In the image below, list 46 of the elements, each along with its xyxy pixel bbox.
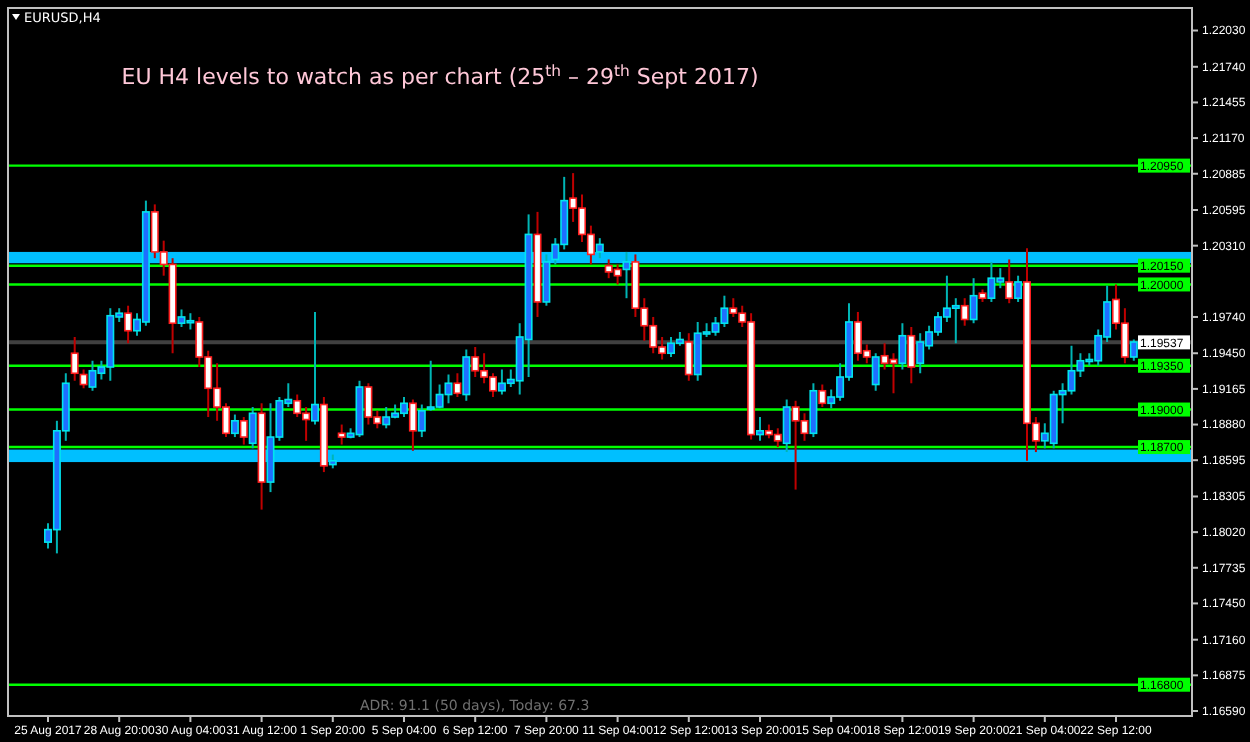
candlestick — [311, 310, 319, 426]
candlestick — [124, 304, 133, 345]
candlestick — [898, 322, 907, 371]
candlestick — [871, 352, 880, 392]
candlestick — [773, 427, 782, 449]
candlestick — [987, 260, 996, 303]
candlestick — [1120, 307, 1129, 365]
candlestick — [79, 368, 88, 390]
candlestick — [1129, 338, 1138, 362]
candlestick — [364, 382, 373, 426]
candlestick — [230, 413, 239, 439]
candlestick — [462, 348, 471, 402]
candlestick — [382, 406, 391, 430]
candlestick — [756, 416, 764, 442]
candlestick — [471, 345, 480, 379]
candlestick — [622, 250, 631, 300]
candlestick — [248, 406, 257, 450]
candlestick — [1005, 258, 1014, 305]
candlestick — [951, 297, 960, 345]
candlestick — [595, 237, 604, 260]
candlestick — [444, 373, 453, 405]
candlestick — [1014, 274, 1023, 303]
candlestick — [1067, 344, 1076, 396]
candlestick — [684, 332, 693, 382]
candlestick — [969, 277, 978, 325]
candlestick — [809, 382, 818, 439]
candlestick — [417, 403, 426, 439]
candlestick — [818, 383, 827, 409]
candlestick — [889, 352, 898, 395]
candlestick — [542, 253, 551, 307]
candlestick — [782, 398, 791, 454]
candlestick — [293, 393, 302, 419]
candlestick — [266, 402, 275, 494]
candlestick — [88, 359, 97, 392]
candlestick — [337, 423, 346, 446]
candlestick — [453, 372, 462, 399]
candlestick — [916, 332, 925, 375]
candlestick — [408, 398, 417, 452]
candlestick — [960, 297, 969, 327]
text: EU H4 levels to watch as per chart (25$^{th}$ – 29$^{th}$ Sept 2017) — [121, 61, 759, 90]
candlestick — [239, 416, 248, 446]
candlestick — [613, 263, 622, 286]
candlestick — [729, 297, 738, 318]
candlestick — [907, 325, 916, 385]
candlestick — [355, 379, 364, 439]
candlestick — [70, 335, 79, 382]
